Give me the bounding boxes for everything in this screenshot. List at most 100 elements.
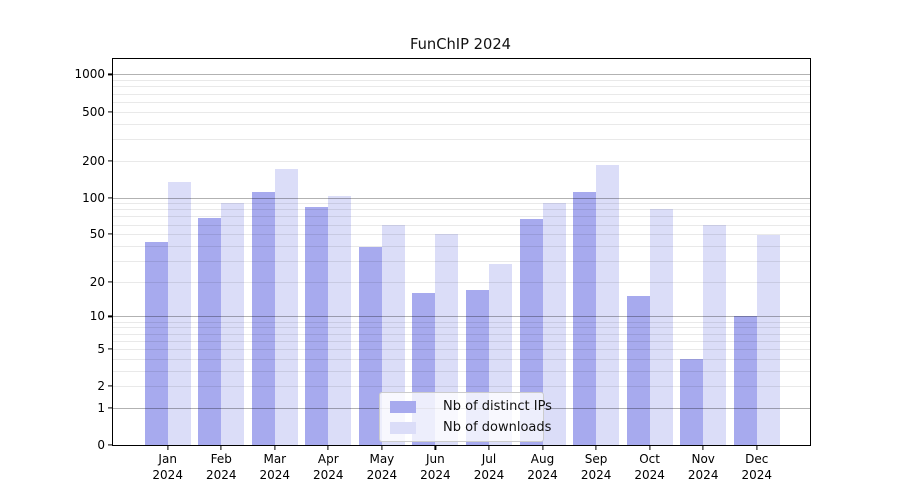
grid-line-minor-700 — [113, 93, 810, 95]
x-tick-mark-jun — [434, 446, 436, 450]
x-tick-mark-oct — [649, 446, 651, 450]
y-tick-mark-50 — [108, 233, 112, 235]
grid-line-minor-5 — [113, 348, 810, 350]
grid-line-minor-6 — [113, 340, 810, 342]
y-tick-mark-1 — [108, 407, 112, 409]
bar-distinct-ips-oct — [626, 296, 650, 445]
grid-line-minor-800 — [113, 86, 810, 88]
chart-title: FunChIP 2024 — [409, 36, 512, 53]
y-tick-mark-5 — [108, 348, 112, 350]
y-tick-mark-1000 — [108, 73, 112, 75]
x-tick-mark-mar — [274, 446, 276, 450]
x-tick-label-jun: Jun 2024 — [420, 452, 451, 482]
y-tick-mark-500 — [108, 111, 112, 113]
grid-line-minor-200 — [113, 160, 810, 162]
grid-line-minor-3 — [113, 370, 810, 372]
x-tick-mark-apr — [327, 446, 329, 450]
legend-item-distinct-ips: Nb of distinct IPs — [390, 399, 552, 414]
plot-area: 1000 500 200 100 50 20 10 5 2 1 0 Jan 2024 Feb 2024 Mar… — [74, 58, 811, 482]
y-tick-label-200: 200 — [82, 153, 105, 168]
y-tick-mark-20 — [108, 281, 112, 283]
grid-line-minor-60 — [113, 224, 810, 226]
bar-downloads-mar — [274, 169, 298, 445]
grid-line-minor-70 — [113, 216, 810, 218]
bar-distinct-ips-dec — [733, 316, 757, 445]
y-tick-mark-200 — [108, 160, 112, 162]
x-tick-label-aug: Aug 2024 — [527, 452, 558, 482]
grid-line-minor-30 — [113, 260, 810, 262]
x-tick-label-jul: Jul 2024 — [473, 452, 505, 482]
bar-distinct-ips-nov — [680, 358, 704, 445]
x-tick-mark-feb — [220, 446, 222, 450]
y-tick-label-100: 100 — [82, 190, 105, 205]
x-tick-label-feb: Feb 2024 — [206, 452, 237, 482]
grid-line-major-1000 — [113, 74, 810, 76]
x-tick-mark-jul — [488, 446, 490, 450]
y-tick-label-10: 10 — [89, 309, 105, 324]
grid-line-minor-400 — [113, 123, 810, 125]
x-tick-mark-may — [381, 446, 383, 450]
bar-distinct-ips-apr — [305, 207, 329, 445]
legend-label-downloads: Nb of downloads — [443, 420, 552, 435]
y-tick-label-50: 50 — [89, 227, 105, 242]
bar-distinct-ips-sep — [573, 192, 597, 445]
x-tick-label-dec: Dec 2024 — [741, 452, 773, 482]
grid-line-minor-50 — [113, 234, 810, 236]
bar-downloads-feb — [221, 202, 245, 445]
bar-downloads-dec — [756, 235, 780, 445]
bar-distinct-ips-feb — [198, 217, 222, 445]
x-tick-label-sep: Sep 2024 — [580, 452, 612, 482]
bar-downloads-apr — [328, 195, 352, 445]
bar-downloads-aug — [542, 203, 566, 445]
legend-swatch-distinct-ips — [390, 400, 416, 413]
y-tick-mark-0 — [108, 444, 112, 446]
grid-line-minor-90 — [113, 203, 810, 205]
bar-distinct-ips-may — [358, 247, 382, 445]
bar-downloads-nov — [703, 225, 727, 445]
grid-line-minor-2 — [113, 386, 810, 388]
grid-line-major-100 — [113, 197, 810, 199]
grid-line-minor-7 — [113, 333, 810, 335]
legend: Nb of distinct IPs Nb of downloads — [379, 392, 552, 442]
grid-line-minor-600 — [113, 101, 810, 103]
grid-line-minor-80 — [113, 209, 810, 211]
grid-line-minor-4 — [113, 358, 810, 360]
y-tick-label-1: 1 — [97, 400, 105, 415]
x-tick-label-oct: Oct 2024 — [634, 452, 665, 482]
y-tick-mark-10 — [108, 315, 112, 317]
x-tick-mark-jan — [167, 446, 169, 450]
x-tick-mark-sep — [595, 446, 597, 450]
bar-distinct-ips-mar — [251, 192, 275, 445]
x-tick-label-jan: Jan 2024 — [152, 452, 183, 482]
grid-line-minor-500 — [113, 111, 810, 113]
x-tick-mark-dec — [756, 446, 758, 450]
x-tick-label-may: May 2024 — [366, 452, 398, 482]
bar-distinct-ips-aug — [519, 218, 543, 445]
grid-line-major-10 — [113, 316, 810, 318]
y-tick-label-5: 5 — [97, 341, 105, 356]
bar-downloads-jan — [167, 181, 191, 445]
grid-layer — [113, 59, 810, 445]
grid-line-minor-20 — [113, 281, 810, 283]
x-tick-label-nov: Nov 2024 — [687, 452, 719, 482]
bar-downloads-oct — [649, 209, 673, 445]
legend-swatch-downloads — [390, 421, 416, 434]
bar-downloads-sep — [596, 165, 620, 445]
bar-downloads-may — [381, 225, 405, 445]
legend-label-distinct-ips: Nb of distinct IPs — [443, 399, 552, 414]
y-tick-mark-2 — [108, 385, 112, 387]
grid-line-minor-8 — [113, 327, 810, 329]
x-tick-label-apr: Apr 2024 — [313, 452, 344, 482]
bar-distinct-ips-jan — [144, 242, 168, 445]
y-tick-label-0: 0 — [97, 438, 105, 452]
axis-layer: 1000 500 200 100 50 20 10 5 2 1 0 Jan 2024 Feb 2024 Mar… — [74, 59, 810, 481]
grid-line-minor-900 — [113, 80, 810, 82]
y-tick-label-1000: 1000 — [74, 67, 105, 82]
x-tick-mark-nov — [702, 446, 704, 450]
y-tick-mark-100 — [108, 196, 112, 199]
y-tick-label-20: 20 — [89, 274, 105, 289]
y-tick-label-2: 2 — [97, 379, 105, 394]
grid-line-minor-9 — [113, 321, 810, 323]
legend-item-downloads: Nb of downloads — [390, 420, 551, 435]
